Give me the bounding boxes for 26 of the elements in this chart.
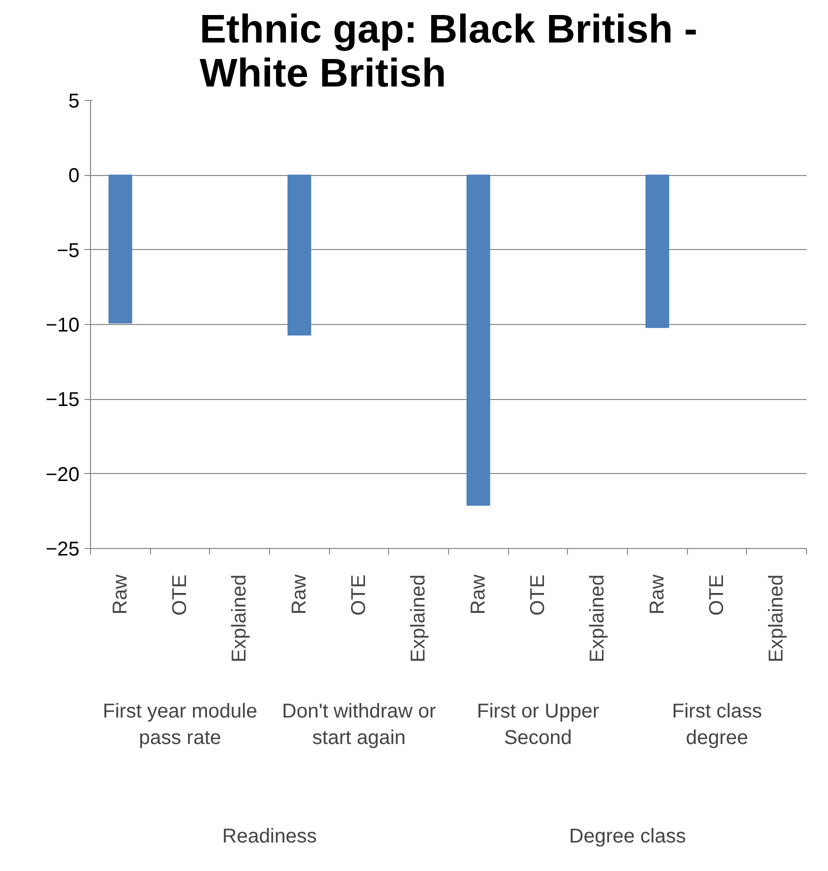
text: First year module pass rate: [102, 700, 258, 749]
x-tick-label: Explained: [408, 574, 430, 662]
text: Don't withdraw or start again: [282, 700, 436, 749]
y-tick-label: −20: [46, 464, 80, 486]
x-tick-label: Raw: [109, 574, 132, 615]
y-tick-label: −25: [46, 538, 80, 560]
text: First class degree: [672, 700, 762, 749]
y-tick-label: 0: [68, 165, 80, 188]
y-tick-label: −10: [46, 314, 80, 336]
y-tick-label: 5: [68, 90, 80, 112]
x-tick-label: Raw: [646, 574, 668, 615]
chart-title: Ethnic gap: Black British - White British: [200, 8, 698, 96]
x-tick-label: Explained: [766, 574, 788, 662]
x-tick-label: Explained: [228, 574, 251, 662]
text: Readiness: [222, 826, 317, 848]
x-tick-label: OTE: [169, 574, 191, 616]
y-tick-label: −5: [56, 240, 80, 262]
x-tick-label: Raw: [288, 574, 310, 615]
x-tick-label: Explained: [586, 574, 609, 662]
x-tick-label: Raw: [467, 574, 490, 615]
y-tick-label: −15: [46, 389, 80, 412]
x-tick-label: OTE: [348, 574, 370, 616]
text: First or Upper Second: [476, 700, 600, 749]
text: Degree class: [569, 826, 686, 848]
x-tick-label: OTE: [706, 574, 728, 616]
x-tick-label: OTE: [527, 574, 549, 616]
